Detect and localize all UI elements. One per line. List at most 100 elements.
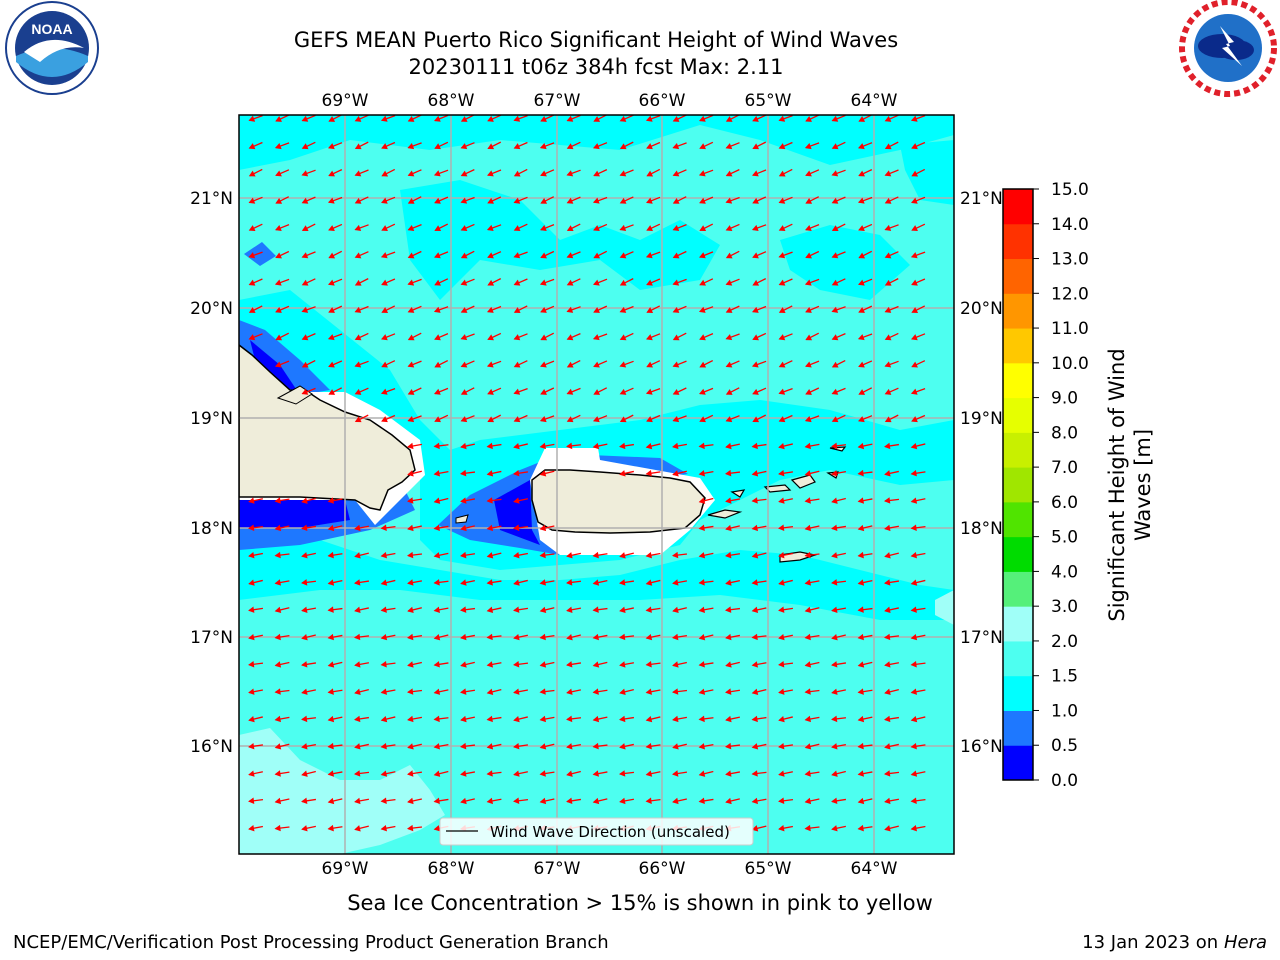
wave-arrow-head (380, 715, 388, 723)
wave-arrow-head (434, 252, 441, 259)
wave-arrow-head (725, 225, 733, 232)
wave-arrow-head (884, 688, 891, 695)
wave-arrow-head (619, 143, 627, 150)
wave-arrow-head (857, 334, 865, 341)
wave-arrow-head (407, 361, 415, 368)
wave-arrow-head (592, 579, 600, 586)
wave-arrow-head (301, 715, 308, 723)
wave-arrow-head (645, 252, 653, 259)
island-outline (276, 385, 313, 405)
wave-arrow-head (460, 361, 468, 368)
wave-arrow-head (805, 224, 812, 231)
wave-arrow-head (884, 388, 892, 395)
plot-frame (238, 114, 955, 855)
wave-arrow-head (645, 606, 652, 613)
wave-arrow-head (645, 688, 653, 695)
wave-arrow-head (884, 797, 891, 805)
wave-arrow-head (831, 715, 838, 723)
map-legend: Wind Wave Direction (unscaled) (439, 817, 754, 846)
wave-arrow-head (487, 252, 494, 259)
wave-arrow-head (539, 442, 547, 450)
wave-arrow-head (831, 743, 838, 750)
wave-arrow-head (407, 470, 414, 477)
wave-arrow-head (778, 416, 786, 423)
wave-arrow-head (248, 279, 256, 286)
wave-arrow-head (910, 442, 918, 450)
wave-arrow-head (725, 279, 733, 286)
wave-arrow-head (566, 279, 574, 286)
wave-arrow-head (645, 579, 653, 586)
wave-arrow-head (566, 388, 574, 395)
wave-arrow-head (698, 770, 706, 777)
wave-arrow-head (884, 279, 892, 286)
wave-arrow-head (857, 442, 865, 450)
wave-arrow-head (486, 715, 493, 723)
wave-arrow-head (698, 442, 705, 450)
wave-arrow-head (274, 524, 282, 532)
wave-arrow-head (672, 361, 680, 368)
wave-arrow-head (486, 770, 493, 777)
wave-arrow-head (248, 661, 255, 668)
wave-arrow-head (592, 715, 600, 723)
wave-arrow-head (513, 252, 521, 259)
wave-arrow-head (857, 579, 865, 586)
wave-arrow-head (275, 334, 283, 341)
wave-arrow-head (248, 143, 256, 150)
wave-arrow-head (778, 334, 786, 341)
wave-arrow-head (698, 688, 706, 695)
wave-arrow-head (274, 688, 281, 695)
wave-arrow-head (275, 252, 282, 259)
wave-arrow-head (593, 361, 600, 368)
wave-arrow-head (884, 524, 891, 532)
wave-arrow-head (751, 661, 759, 668)
wave-arrow-head (592, 197, 600, 204)
wave-arrow-head (433, 743, 441, 750)
wave-arrow-head (831, 225, 839, 232)
wave-arrow-head (327, 824, 334, 832)
wave-arrow-head (354, 115, 362, 122)
hispaniola-land (239, 344, 416, 511)
wave-arrow-head (910, 252, 918, 259)
wave-arrow-head (831, 552, 838, 559)
wave-arrow-head (380, 551, 388, 559)
colorbar-label-line1: Significant Height of Wind (1105, 348, 1129, 621)
wave-arrow-head (593, 307, 600, 313)
colorbar-label: Significant Height of Wind Waves [m] (1105, 348, 1155, 621)
wave-arrow-head (566, 770, 573, 777)
wave-arrow-head (460, 497, 467, 504)
wave-arrow-head (805, 252, 812, 259)
wave-arrow-head (725, 389, 733, 395)
wave-arrow-head (354, 388, 362, 395)
wave-arrow-head (778, 633, 785, 641)
wave-arrow-head (725, 742, 732, 750)
wave-arrow-head (513, 197, 521, 204)
wave-arrow-head (699, 361, 707, 368)
wave-arrow-head (672, 252, 680, 259)
wave-arrow-head (619, 743, 626, 750)
wave-arrow-head (752, 197, 759, 204)
wave-arrow-head (778, 143, 786, 150)
wave-arrow-head (513, 797, 520, 804)
wave-arrow-head (910, 388, 918, 395)
wave-arrow-head (752, 170, 759, 177)
wave-arrow-head (434, 115, 441, 122)
wave-arrow-head (619, 224, 627, 231)
wave-arrow-head (672, 551, 679, 559)
wave-arrow-head (407, 115, 415, 122)
wave-arrow-head (725, 797, 732, 805)
wave-arrow-head (407, 606, 414, 614)
wave-arrow-head (778, 307, 786, 313)
wave-arrow-head (725, 197, 733, 204)
wave-arrow-head (619, 715, 626, 723)
wave-arrow-head (699, 334, 706, 341)
wave-arrow-head (513, 661, 520, 668)
wave-arrow-head (831, 688, 838, 695)
wave-arrow-head (301, 115, 309, 122)
wave-arrow-head (354, 334, 362, 341)
wave-arrow-head (354, 633, 361, 641)
wave-arrow-head (433, 470, 441, 477)
wave-arrow-head (460, 688, 467, 695)
wave-arrow-head (407, 633, 414, 641)
wave-arrow-head (752, 143, 760, 150)
